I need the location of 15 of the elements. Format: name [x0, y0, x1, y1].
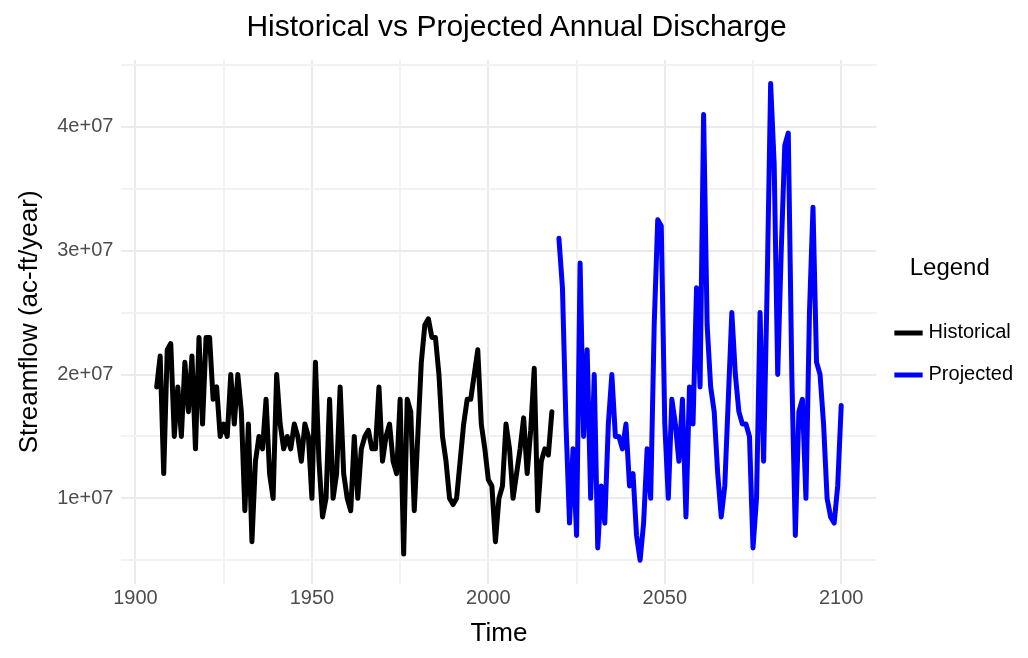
x-tick-label: 2050 [642, 586, 688, 609]
y-axis-title: Streamflow (ac-ft/year) [12, 190, 43, 454]
chart-title: Historical vs Projected Annual Discharge [246, 9, 787, 43]
x-tick-label: 2100 [818, 586, 864, 609]
legend-label: Historical [928, 320, 1011, 343]
legend-title: Legend [909, 252, 990, 280]
x-tick-label: 1900 [113, 586, 158, 609]
y-tick-label: 2e+07 [57, 362, 114, 385]
x-tick-label: 2000 [466, 586, 511, 609]
x-tick-label: 1950 [289, 586, 335, 609]
y-tick-label: 3e+07 [57, 238, 114, 261]
y-tick-label: 1e+07 [57, 485, 114, 508]
x-axis-title: Time [470, 616, 528, 647]
y-tick-label: 4e+07 [57, 114, 114, 137]
legend-label: Projected [928, 362, 1014, 385]
